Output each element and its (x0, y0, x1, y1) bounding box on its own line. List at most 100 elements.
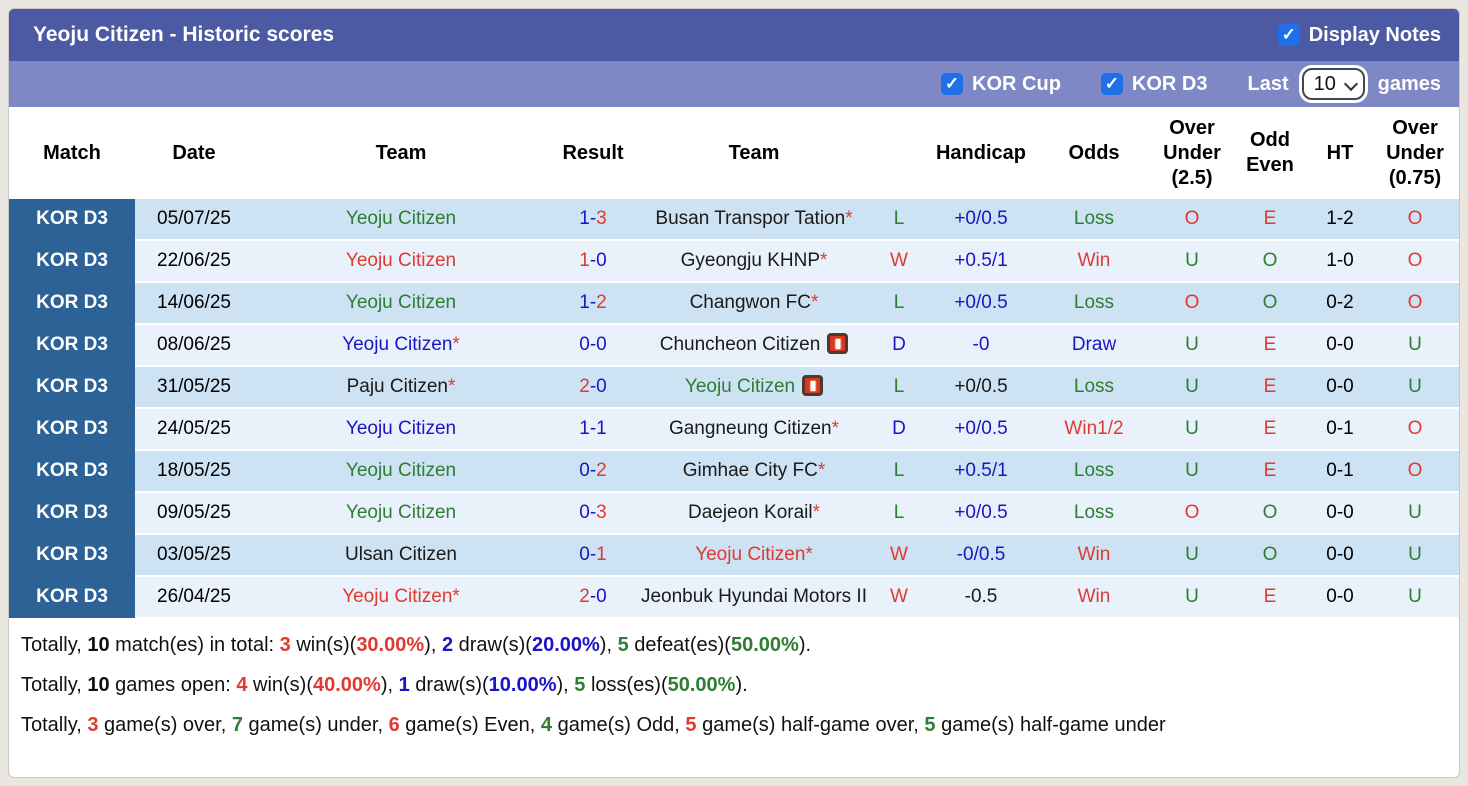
kor-cup-label: KOR Cup (972, 72, 1061, 95)
display-notes-checkbox[interactable] (1277, 24, 1300, 46)
home-score: 0 (579, 544, 590, 565)
match-league-badge: KOR D3 (9, 576, 135, 618)
odd-even-value: E (1263, 208, 1277, 229)
summary-segment: 5 (685, 714, 697, 736)
odd-even-cell: E (1231, 366, 1309, 409)
home-score: 2 (579, 376, 590, 397)
kor-d3-checkbox[interactable] (1100, 73, 1123, 95)
over-under-075-cell: U (1371, 366, 1459, 409)
home-team-cell: Yeoju Citizen* (253, 324, 549, 367)
table-row: KOR D3 14/06/25 Yeoju Citizen 1-2 Changwon F… (9, 282, 1459, 325)
summary-notes: Totally, 10 match(es) in total: 3 win(s)… (9, 619, 1459, 745)
filter-bar: KOR Cup KOR D3 Last 10 games (9, 61, 1459, 107)
column-header-team_home: Team (253, 107, 549, 199)
odds-value: Loss (1073, 502, 1115, 523)
odd-even-cell: E (1231, 576, 1309, 619)
halftime-score-cell: 0-2 (1309, 282, 1371, 325)
outcome-letter-cell: L (871, 282, 927, 325)
kor-d3-label: KOR D3 (1131, 72, 1208, 95)
summary-segment: 5 (574, 674, 586, 696)
asterisk-marker: * (447, 376, 456, 397)
summary-segment: win(s)( (247, 674, 313, 696)
over-under-25-value: O (1184, 208, 1200, 229)
outcome-letter-value: D (892, 334, 906, 355)
result-cell: 1-2 (549, 282, 637, 325)
date-cell: 03/05/25 (135, 534, 253, 577)
match-league-badge: KOR D3 (9, 324, 135, 366)
over-under-25-cell: O (1153, 199, 1231, 241)
asterisk-marker: * (831, 418, 840, 439)
odd-even-cell: E (1231, 408, 1309, 451)
summary-segment: 4 (540, 714, 553, 736)
halftime-score-cell: 0-1 (1309, 450, 1371, 493)
handicap-value: -0 (972, 334, 990, 355)
odds-cell: Loss (1035, 366, 1153, 409)
over-under-075-cell: O (1371, 282, 1459, 325)
home-team-name: Ulsan Citizen (345, 544, 457, 565)
summary-segment: 40.00% (313, 674, 381, 696)
over-under-25-cell: U (1153, 366, 1231, 409)
summary-segment: game(s) half-game over, (696, 714, 925, 736)
halftime-score-cell: 0-0 (1309, 576, 1371, 619)
outcome-letter-value: D (892, 418, 906, 439)
games-count-select[interactable]: 10 (1301, 68, 1365, 100)
games-label: games (1377, 72, 1441, 95)
result-cell: 0-3 (549, 492, 637, 535)
table-row: KOR D3 22/06/25 Yeoju Citizen 1-0 Gyeongju K… (9, 240, 1459, 283)
table-row: KOR D3 05/07/25 Yeoju Citizen 1-3 Busan Tran… (9, 199, 1459, 241)
asterisk-marker: * (820, 250, 828, 271)
kor-cup-checkbox[interactable] (941, 73, 964, 95)
over-under-075-value: O (1407, 292, 1423, 313)
away-team-cell: Jeonbuk Hyundai Motors II (637, 576, 871, 619)
halftime-score-cell: 0-1 (1309, 408, 1371, 451)
outcome-letter-value: L (893, 460, 905, 481)
outcome-letter-cell: D (871, 408, 927, 451)
home-team-cell: Yeoju Citizen (253, 492, 549, 535)
odd-even-value: O (1262, 544, 1278, 565)
summary-segment: 10 (87, 674, 110, 696)
odds-value: Win (1077, 250, 1111, 271)
odd-even-value: O (1262, 502, 1278, 523)
halftime-score-cell: 1-0 (1309, 240, 1371, 283)
away-team-name: Jeonbuk Hyundai Motors II (640, 586, 867, 607)
table-row: KOR D3 18/05/25 Yeoju Citizen 0-2 Gimhae Cit… (9, 450, 1459, 493)
over-under-075-value: U (1408, 334, 1422, 355)
home-team-name: Yeoju Citizen (345, 418, 457, 439)
away-score: 0 (596, 250, 607, 271)
asterisk-marker: * (817, 460, 826, 481)
summary-segment: game(s) Even, (399, 714, 541, 736)
summary-segment: 3 (87, 714, 99, 736)
summary-segment: match(es) in total: (109, 634, 280, 656)
halftime-score-cell: 1-2 (1309, 199, 1371, 241)
summary-segment: game(s) over, (98, 714, 232, 736)
summary-segment: ), (599, 634, 618, 656)
halftime-score-cell: 0-0 (1309, 534, 1371, 577)
handicap-value: +0.5/1 (954, 460, 1008, 481)
date-cell: 05/07/25 (135, 199, 253, 241)
asterisk-marker: * (811, 292, 819, 313)
result-cell: 2-0 (549, 366, 637, 409)
away-score: 3 (596, 208, 607, 229)
summary-segment: 4 (236, 674, 248, 696)
column-header-odd_even: Odd Even (1231, 107, 1309, 199)
handicap-cell: +0/0.5 (927, 282, 1035, 325)
date-cell: 31/05/25 (135, 366, 253, 409)
home-team-cell: Paju Citizen* (253, 366, 549, 409)
handicap-value: +0/0.5 (954, 208, 1008, 229)
away-team-name: Daejeon Korail (687, 502, 813, 523)
home-score: 1 (579, 418, 590, 439)
result-cell: 2-0 (549, 576, 637, 619)
outcome-letter-value: W (890, 586, 908, 607)
home-score: 1 (579, 292, 590, 313)
over-under-25-value: U (1185, 376, 1199, 397)
home-team-cell: Ulsan Citizen (253, 534, 549, 577)
home-team-cell: Yeoju Citizen (253, 450, 549, 493)
over-under-25-value: U (1185, 334, 1199, 355)
home-team-name: Yeoju Citizen (342, 586, 453, 607)
column-header-ou075: Over Under (0.75) (1371, 107, 1459, 199)
outcome-letter-value: W (890, 250, 908, 271)
score-separator: - (589, 418, 597, 439)
over-under-075-cell: U (1371, 576, 1459, 619)
away-team-name: Gimhae City FC (682, 460, 818, 481)
over-under-25-value: U (1185, 460, 1199, 481)
